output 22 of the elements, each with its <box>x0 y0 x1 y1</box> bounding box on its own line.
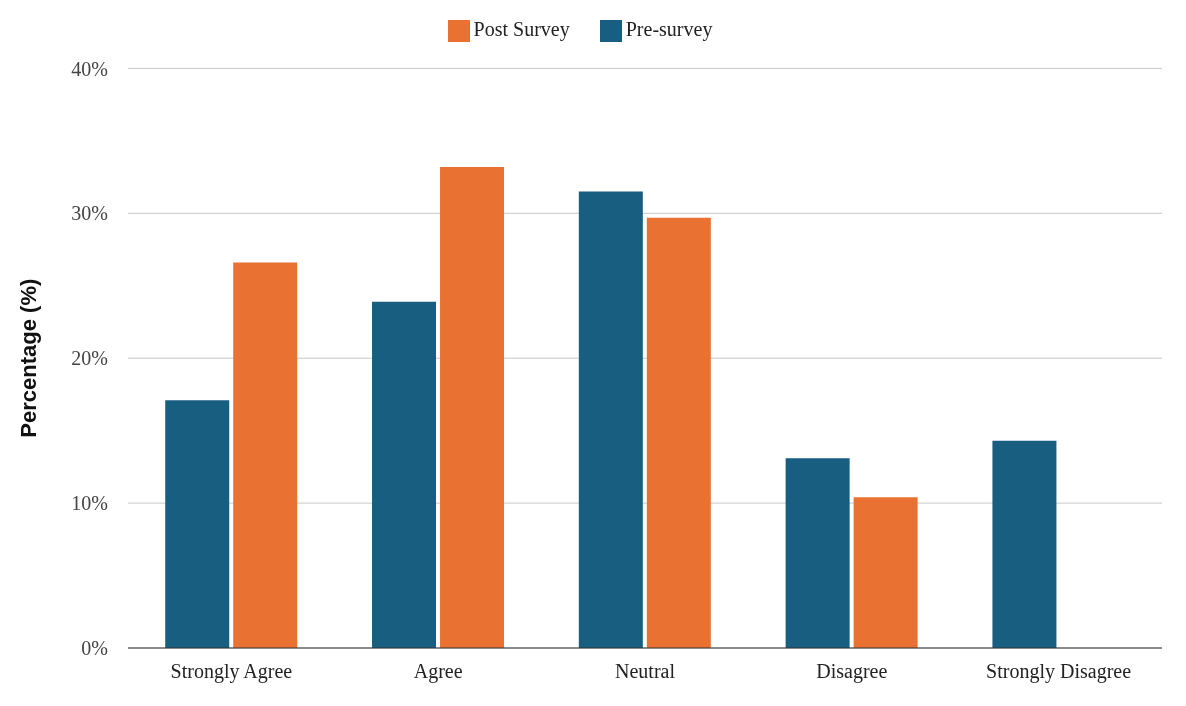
bar <box>233 262 298 648</box>
bar <box>992 440 1057 648</box>
bar <box>440 166 505 648</box>
bar <box>372 301 437 648</box>
y-tick-label: 0% <box>81 637 108 660</box>
y-axis-title: Percentage (%) <box>15 278 41 438</box>
bar <box>165 400 230 648</box>
legend-label: Pre-survey <box>625 18 713 40</box>
y-tick-label: 30% <box>71 202 108 225</box>
y-tick-label: 40% <box>71 57 108 80</box>
bar <box>785 458 850 648</box>
y-tick-label: 10% <box>71 492 108 515</box>
x-tick-label: Strongly Agree <box>170 660 293 684</box>
legend-label: Post Survey <box>473 18 570 40</box>
bar <box>853 497 918 648</box>
bar <box>646 217 711 648</box>
bar <box>578 191 643 648</box>
y-tick-label: 20% <box>71 347 108 370</box>
x-tick-label: Strongly Disagree <box>986 660 1132 684</box>
x-tick-label: Neutral <box>615 660 676 683</box>
x-tick-label: Agree <box>413 660 463 684</box>
x-tick-label: Disagree <box>816 660 888 684</box>
